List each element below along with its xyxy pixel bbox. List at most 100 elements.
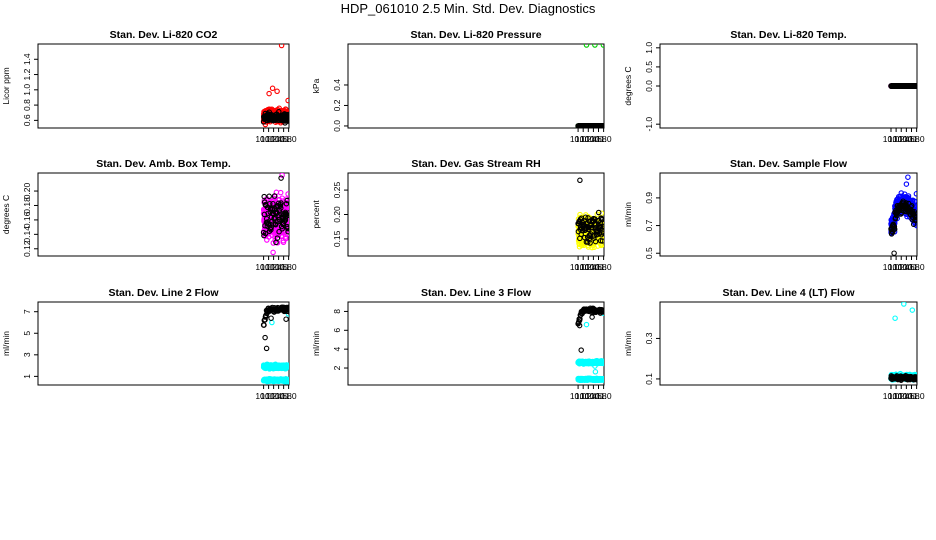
data-point	[913, 376, 917, 383]
data-point	[285, 225, 289, 232]
x-tick-label: 10.2	[575, 262, 592, 272]
y-axis-label: Licor ppm	[1, 67, 11, 104]
x-tick-label: 10.2	[260, 134, 277, 144]
y-axis-label: ml/min	[623, 202, 633, 227]
y-tick-label: 2	[332, 365, 342, 370]
data-point	[285, 228, 289, 235]
data-point	[576, 322, 583, 329]
y-tick-label: 0.25	[332, 182, 342, 199]
data-point	[279, 226, 285, 232]
x-tick-label: 10.6	[585, 391, 602, 401]
plot-frame	[347, 301, 605, 386]
y-tick-label: 0.7	[644, 219, 654, 231]
data-point	[268, 315, 274, 321]
y-axis-label: percent	[311, 200, 321, 229]
y-tick-label: 0.15	[332, 230, 342, 247]
data-point	[577, 177, 583, 184]
data-point	[578, 347, 584, 353]
data-point	[284, 224, 289, 230]
data-point	[913, 222, 917, 229]
data-point	[600, 230, 604, 236]
data-point	[592, 238, 599, 245]
y-tick-label: 1.2	[22, 68, 32, 80]
x-tick-label: 10.4	[265, 391, 282, 401]
x-tick-label: 11.0	[596, 262, 612, 272]
panel-2: Stan. Dev. Li-820 PressurekPa10.010.210.…	[311, 29, 612, 144]
x-tick-label: 10.8	[275, 134, 292, 144]
data-point	[582, 214, 589, 220]
data-point	[270, 249, 276, 256]
x-tick-label: 10.4	[580, 391, 597, 401]
x-tick-label: 10.8	[275, 262, 292, 272]
data-points	[575, 305, 604, 384]
x-tick-label: 10.6	[270, 134, 287, 144]
data-point	[898, 190, 905, 196]
y-tick-label: 8	[332, 309, 342, 314]
data-point	[271, 215, 277, 222]
data-point	[908, 202, 915, 209]
data-point	[271, 193, 278, 199]
data-point	[600, 223, 604, 230]
data-point	[278, 44, 285, 49]
data-point	[592, 363, 598, 369]
y-tick-label: 0.9	[644, 192, 654, 204]
data-points	[888, 83, 917, 89]
panel-4: Stan. Dev. Amb. Box Temp.degrees C10.010…	[1, 158, 297, 272]
data-point	[913, 213, 917, 220]
x-tick-label: 10.0	[883, 134, 900, 144]
data-point	[913, 191, 917, 197]
y-tick-label: 0.12	[22, 240, 32, 257]
data-point	[262, 230, 269, 237]
x-tick-label: 10.8	[590, 134, 607, 144]
panel-title: Stan. Dev. Sample Flow	[730, 158, 848, 170]
x-tick-label: 10.6	[898, 391, 915, 401]
data-point	[581, 234, 588, 241]
data-point	[583, 321, 590, 328]
x-tick-label: 10.6	[898, 262, 915, 272]
panel-title: Stan. Dev. Li-820 CO2	[110, 29, 218, 41]
data-point	[600, 123, 604, 128]
data-point	[268, 226, 274, 233]
x-tick-label: 10.4	[265, 262, 282, 272]
y-tick-label: 1.0	[644, 42, 654, 54]
y-tick-label: 0.16	[22, 211, 32, 228]
panel-5: Stan. Dev. Gas Stream RHpercent10.010.21…	[311, 158, 612, 272]
y-axis-label: kPa	[311, 78, 321, 93]
y-tick-label: 0.3	[644, 332, 654, 344]
plot-frame	[659, 301, 918, 386]
x-tick-label: 10.6	[585, 134, 602, 144]
y-tick-label: 1	[22, 374, 32, 379]
data-point	[599, 238, 604, 244]
x-tick-label: 10.4	[893, 391, 910, 401]
data-point	[901, 302, 907, 307]
y-tick-label: 0.14	[22, 226, 32, 243]
x-tick-label: 10.0	[255, 134, 272, 144]
panel-title: Stan. Dev. Li-820 Temp.	[730, 29, 846, 41]
y-tick-label: 6	[332, 328, 342, 333]
data-point	[283, 316, 289, 322]
data-point	[285, 97, 289, 104]
plot-frame	[347, 43, 605, 129]
data-point	[891, 226, 898, 232]
x-tick-label: 10.0	[570, 262, 587, 272]
data-point	[599, 217, 604, 223]
data-point	[283, 200, 289, 207]
y-tick-label: 4	[332, 347, 342, 352]
plot-frame	[659, 172, 918, 257]
y-tick-label: 0.4	[332, 79, 342, 91]
x-tick-label: 10.0	[883, 262, 900, 272]
data-points	[575, 177, 604, 251]
data-point	[284, 231, 289, 237]
panel-title: Stan. Dev. Line 3 Flow	[421, 287, 532, 299]
data-point	[261, 193, 267, 200]
data-point	[585, 215, 591, 221]
data-point	[285, 113, 289, 119]
x-tick-label: 10.2	[888, 134, 905, 144]
x-tick-label: 10.4	[580, 262, 597, 272]
x-tick-label: 10.8	[903, 262, 920, 272]
data-point	[600, 360, 604, 367]
x-tick-label: 10.2	[260, 262, 277, 272]
x-tick-label: 10.2	[575, 391, 592, 401]
y-tick-label: 1.0	[22, 84, 32, 96]
